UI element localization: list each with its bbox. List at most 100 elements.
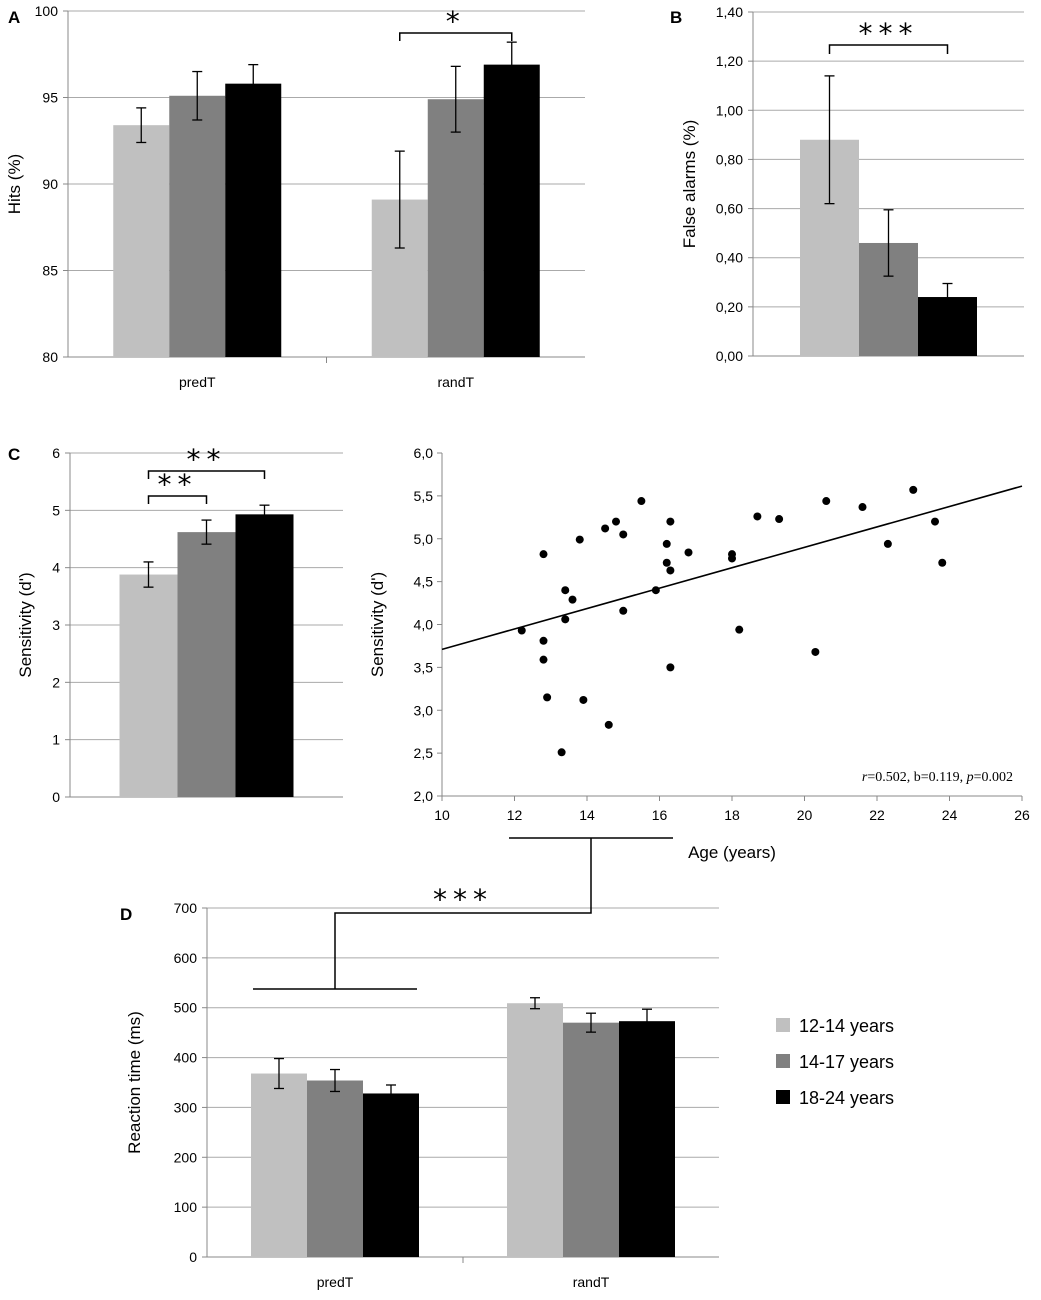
- chart-d-xtick-label: randT: [573, 1274, 610, 1290]
- scatter-point: [539, 636, 548, 645]
- chart-d-ytick-label: 200: [174, 1149, 198, 1165]
- chart-c-bar: [177, 532, 236, 797]
- scatter-point: [931, 517, 939, 526]
- chart-b-false-alarms: 0,00 0,20 0,40 0,60 0,80 1,00 1,20 1,40 False al…: [680, 4, 1024, 364]
- chart-c-significance-bracket: [147, 470, 266, 479]
- scatter-point: [753, 512, 762, 521]
- scatter-xtick-label: 24: [942, 807, 958, 823]
- scatter-y-axis-label: Sensitivity (d'): [368, 572, 387, 677]
- scatter-point: [619, 606, 628, 615]
- chart-d-ytick-label: 100: [174, 1199, 198, 1215]
- scatter-point: [775, 515, 784, 524]
- chart-c-ytick-label: 5: [52, 502, 60, 518]
- scatter-point: [557, 748, 566, 757]
- chart-a-ytick-label: 90: [42, 176, 58, 192]
- chart-a-ytick-label: 80: [42, 349, 58, 365]
- chart-c-ytick-label: 0: [52, 789, 60, 805]
- chart-b-ytick-label: 1,40: [716, 4, 743, 20]
- panel-letter-c: C: [8, 445, 20, 464]
- legend-label: 14-17 years: [799, 1052, 894, 1072]
- scatter-point: [619, 530, 628, 539]
- scatter-ytick-label: 6,0: [414, 445, 434, 461]
- scatter-xtick-label: 12: [507, 807, 523, 823]
- chart-c-ytick-label: 1: [52, 732, 60, 748]
- legend-label: 18-24 years: [799, 1088, 894, 1108]
- chart-d-xtick-label: predT: [317, 1274, 354, 1290]
- chart-d-reaction-time: 0 100 200 300 400 500 600 700 Reaction time (ms)…: [125, 837, 719, 1290]
- chart-d-significance-label: ***: [433, 883, 493, 916]
- scatter-point: [561, 615, 570, 624]
- scatter-point: [539, 655, 548, 664]
- panel-letter-b: B: [670, 8, 682, 27]
- chart-d-ytick-label: 0: [189, 1249, 197, 1265]
- scatter-point: [568, 595, 577, 604]
- chart-d-significance-bracket: [334, 838, 592, 989]
- legend: 12-14 years 14-17 years 18-24 years: [776, 1016, 894, 1108]
- scatter-point: [858, 503, 867, 512]
- scatter-point: [579, 695, 588, 704]
- chart-b-ytick-label: 0,40: [716, 250, 743, 266]
- scatter-x-axis-label: Age (years): [688, 843, 776, 862]
- scatter-point: [575, 535, 584, 544]
- chart-d-bar: [563, 1022, 619, 1257]
- panel-letter-d: D: [120, 905, 132, 924]
- correlation-annotation-part: p: [966, 770, 974, 785]
- chart-d-ytick-label: 700: [174, 900, 198, 916]
- chart-c-ytick-label: 4: [52, 560, 60, 576]
- chart-c-y-axis-label: Sensitivity (d'): [16, 572, 35, 677]
- scatter-xtick-label: 22: [869, 807, 885, 823]
- chart-d-bar: [507, 1003, 563, 1257]
- chart-c-ytick-label: 2: [52, 674, 60, 690]
- chart-c-ytick-label: 6: [52, 445, 60, 461]
- legend-swatch: [776, 1090, 790, 1104]
- scatter-point: [822, 497, 831, 506]
- chart-b-ytick-label: 1,20: [716, 53, 743, 69]
- scatter-ytick-label: 2,5: [414, 745, 434, 761]
- scatter-point: [604, 720, 613, 729]
- scatter-ytick-label: 2,0: [414, 788, 434, 804]
- chart-b-ytick-label: 0,80: [716, 151, 743, 167]
- scatter-xtick-label: 10: [434, 807, 450, 823]
- chart-c-bar: [235, 514, 294, 797]
- scatter-xtick-label: 26: [1014, 807, 1030, 823]
- scatter-ytick-label: 5,5: [414, 488, 434, 504]
- chart-a-bar: [113, 125, 170, 358]
- scatter-ytick-label: 3,0: [414, 702, 434, 718]
- scatter-point: [735, 625, 744, 634]
- chart-c-bar: [119, 574, 178, 797]
- chart-b-ytick-label: 0,00: [716, 348, 743, 364]
- scatter-point: [811, 647, 820, 656]
- scatter-point: [612, 517, 620, 526]
- scatter-point: [561, 586, 570, 595]
- chart-a-ytick-label: 100: [35, 3, 59, 19]
- chart-a-ytick-label: 95: [42, 90, 58, 106]
- scatter-point: [938, 558, 947, 567]
- chart-a-xtick-label: predT: [179, 374, 216, 390]
- scatter-ytick-label: 4,0: [414, 617, 434, 633]
- chart-c-sensitivity-scatter: 2,0 2,5 3,0 3,5 4,0 4,5 5,0 5,5 6,0 10 12 14 16 18 20 2…: [368, 445, 1030, 862]
- chart-a-bar: [427, 99, 484, 357]
- scatter-point: [651, 586, 660, 595]
- correlation-annotation-part: =0.502, b=0.119,: [867, 770, 966, 785]
- chart-a-hits: 80 85 90 95 100 Hits (%) predT randT *: [5, 3, 585, 390]
- chart-b-y-axis-label: False alarms (%): [680, 120, 699, 248]
- legend-swatch: [776, 1054, 790, 1068]
- scatter-point: [601, 524, 610, 533]
- scatter-ytick-label: 3,5: [414, 659, 434, 675]
- scatter-point: [662, 558, 671, 567]
- chart-c-significance-label: **: [187, 443, 227, 476]
- scatter-point: [539, 550, 548, 559]
- scatter-point: [684, 548, 693, 557]
- scatter-point: [543, 693, 552, 702]
- scatter-point: [883, 539, 892, 548]
- chart-b-significance-bracket: [828, 44, 949, 54]
- legend-label: 12-14 years: [799, 1016, 894, 1036]
- chart-d-ytick-label: 300: [174, 1099, 198, 1115]
- chart-a-significance-label: *: [446, 5, 466, 38]
- chart-c-sensitivity-bars: 0 1 2 3 4 5 6 Sensitivity (d') ****: [16, 443, 343, 805]
- scatter-point: [662, 539, 671, 548]
- scatter-point: [728, 554, 736, 563]
- chart-a-y-axis-label: Hits (%): [5, 154, 24, 214]
- correlation-annotation-part: r: [862, 770, 868, 785]
